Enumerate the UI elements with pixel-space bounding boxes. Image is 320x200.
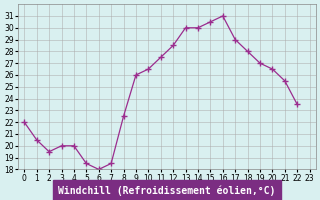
X-axis label: Windchill (Refroidissement éolien,°C): Windchill (Refroidissement éolien,°C) [58,185,276,196]
